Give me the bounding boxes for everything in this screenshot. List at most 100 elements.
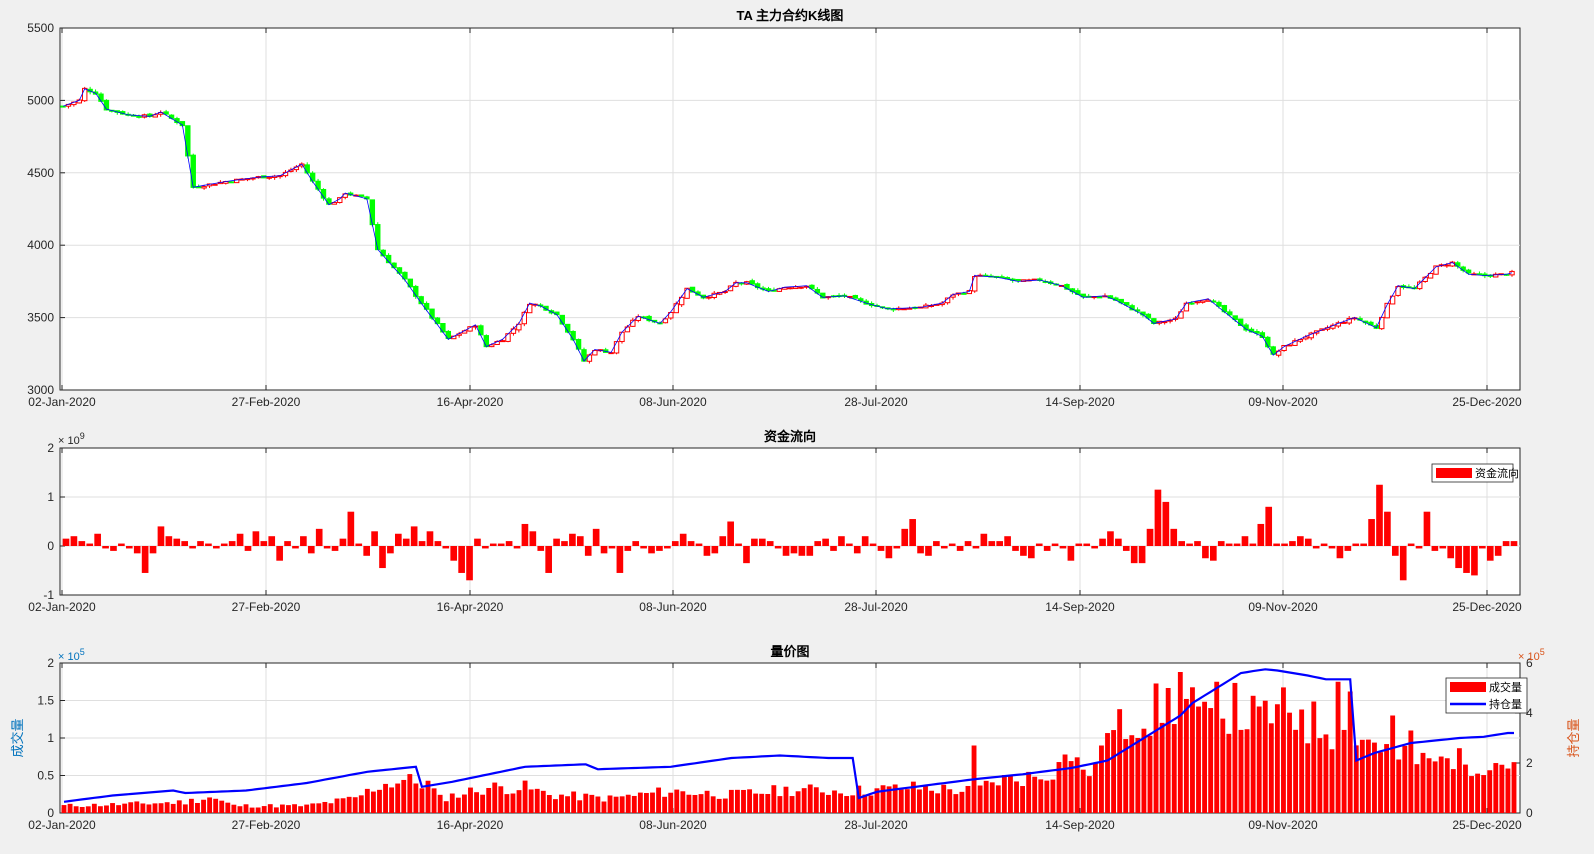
flow-bar [545,546,552,573]
volume-ticks: 02-Jan-2020 27-Feb-2020 16-Apr-2020 08-Jun-… [28,656,1533,832]
volume-bar [61,805,67,813]
flow-bar [1502,541,1510,546]
volume-bar [1469,776,1474,813]
x-tick-label: 14-Sep-2020 [1045,818,1115,832]
volume-bar [856,785,862,813]
flow-bar [830,546,837,551]
candle [972,274,978,293]
flow-bar [695,543,703,546]
kline-panel: 02-Jan-2020 27-Feb-2020 16-Apr-2020 08-Jun-… [27,8,1522,409]
volume-bar [1481,775,1487,813]
flow-bar [1281,543,1288,546]
volume-bar [813,787,819,813]
candle [1389,295,1396,305]
flow-bar [355,543,363,546]
x-tick-label: 08-Jun-2020 [639,818,707,832]
kline-grid [60,28,1520,390]
candle [445,330,452,340]
volume-bar [340,798,346,813]
volume-bar [1456,748,1462,813]
flow-bar [1344,546,1352,551]
flow-bar [339,538,347,546]
flow-bar [940,546,948,549]
volume-bar [904,789,910,813]
flow-bar [1265,506,1273,546]
flow-bar [1115,538,1122,546]
flow-bar [521,523,529,546]
volume-bar [759,793,765,813]
flow-bar [782,546,790,556]
volume-bar [741,789,746,813]
volume-bar [1365,739,1371,813]
flow-plot-area [59,447,1521,596]
volume-bar [565,796,570,813]
kline-title: TA 主力合约K线图 [737,8,844,23]
volume-bar [383,783,388,813]
volume-bar [286,805,291,813]
volume-bar [1008,775,1013,813]
volume-bar [1378,752,1383,813]
flow-bar [260,541,268,546]
flow-exponent-power: 9 [80,431,85,441]
flow-bar [711,546,719,554]
x-tick-label: 27-Feb-2020 [232,395,301,409]
flow-bar [307,546,315,554]
open-interest-line [63,668,1514,803]
x-tick-label: 08-Jun-2020 [639,600,707,614]
candle [809,284,815,291]
flow-bar [505,541,513,546]
volume-bar [1214,681,1220,813]
x-tick-label: 08-Jun-2020 [639,395,707,409]
y-tick-label: 2 [47,441,54,455]
volume-bar [279,804,285,813]
volume-bar [959,791,965,813]
flow-bar [806,546,814,556]
volume-bar [1068,761,1074,813]
volume-bar [1426,758,1432,813]
flow-bar [78,541,86,546]
volume-bar [67,803,73,813]
flow-bar [205,543,212,546]
volume-bar [419,788,425,813]
y-tick-label: 0 [47,539,54,553]
candle [858,296,864,303]
y-tick-label: 1 [47,731,54,745]
volume-bar [468,787,473,813]
volume-bar [892,784,898,813]
flow-bar [838,536,845,546]
flow-bar [442,546,450,549]
flow-bar [996,541,1004,546]
y-tick-label: 1.5 [37,694,54,708]
volume-bar [722,798,728,813]
y-tick-label: 3500 [27,311,54,325]
flow-bar [671,541,679,546]
flow-bar [450,546,458,561]
volume-bar [947,789,953,813]
volume-bar [261,806,267,813]
x-tick-label: 28-Jul-2020 [844,818,908,832]
flow-bar [466,546,473,581]
flow-bar [901,528,909,546]
flow-bar [1154,489,1162,546]
volume-bar [164,802,170,813]
volume-bar [1281,687,1286,813]
volume-bar [686,794,692,813]
volume-bar [783,786,789,813]
flow-bar [1186,543,1193,546]
candle [608,352,614,355]
volume-bar [1384,744,1390,813]
volume-bar [1026,771,1032,813]
volume-bar [1147,735,1153,813]
flow-bar [703,546,711,556]
volume-bar [917,789,922,813]
flow-legend-label: 资金流向 [1475,466,1519,480]
flow-bar [513,546,521,549]
volume-bar [589,794,595,813]
volume-bar [807,784,813,813]
flow-bar [592,528,600,546]
flow-exponent: × 109 [58,431,85,447]
x-tick-label: 14-Sep-2020 [1045,395,1115,409]
x-tick-label: 27-Feb-2020 [232,818,301,832]
volume-bar [583,793,589,813]
volume-bar [819,792,825,813]
